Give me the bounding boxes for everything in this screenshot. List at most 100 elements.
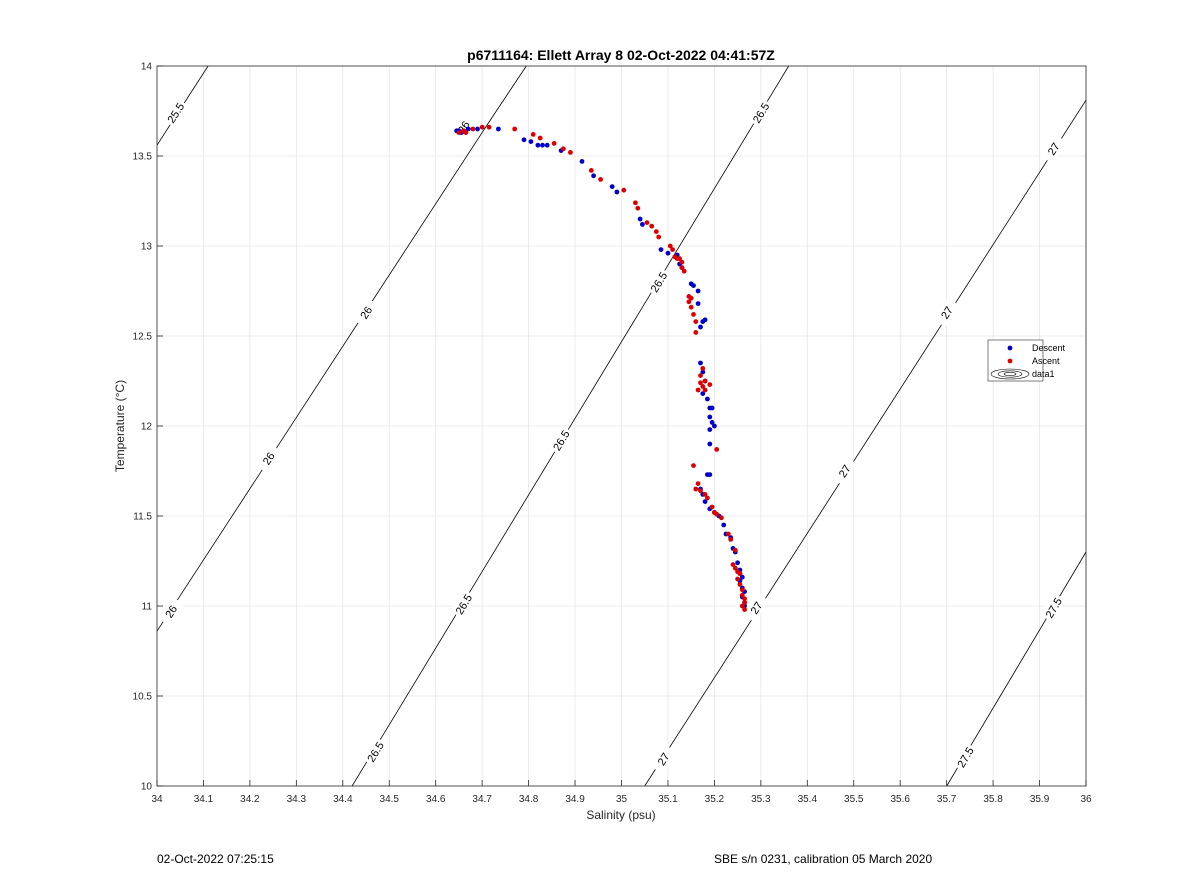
y-tick-label: 10.5	[133, 692, 153, 703]
point-descent	[707, 472, 713, 477]
point-ascent	[702, 492, 708, 497]
x-tick-label: 34.4	[333, 794, 353, 805]
point-ascent	[688, 295, 694, 301]
legend-label-ascent: Ascent	[1032, 356, 1060, 366]
point-ascent	[670, 247, 675, 253]
point-descent	[695, 288, 701, 294]
contour-label-bg	[548, 425, 574, 456]
x-tick-label: 35.5	[844, 794, 864, 805]
point-ascent	[635, 205, 641, 211]
point-ascent	[698, 380, 703, 386]
point-ascent	[732, 547, 738, 553]
chart-title: p6711164: Ellett Array 8 02-Oct-2022 04:…	[467, 47, 775, 63]
point-ascent	[693, 486, 699, 492]
point-ascent	[739, 603, 745, 609]
contour-label-bg	[450, 112, 477, 142]
x-tick-label: 34.9	[565, 794, 585, 805]
contour-label-bg	[362, 737, 389, 767]
x-tick-label: 36	[1080, 794, 1092, 805]
point-descent	[658, 247, 664, 253]
x-tick-label: 35.4	[798, 794, 818, 805]
x-tick-label: 35.1	[658, 794, 678, 805]
point-ascent	[537, 135, 543, 141]
point-ascent	[725, 531, 731, 537]
point-descent	[475, 126, 480, 132]
x-tick-label: 35.8	[983, 794, 1003, 805]
contour-line	[644, 99, 1087, 787]
x-tick-label: 34.7	[472, 794, 492, 805]
point-descent	[665, 250, 671, 256]
point-ascent	[714, 447, 720, 452]
point-ascent	[681, 268, 687, 274]
point-ascent	[739, 592, 745, 598]
point-descent	[702, 317, 708, 323]
point-descent	[700, 369, 706, 375]
point-ascent	[691, 463, 696, 468]
point-ascent	[693, 319, 699, 324]
legend-box	[987, 339, 1044, 382]
point-descent	[698, 324, 703, 330]
point-descent	[637, 216, 643, 222]
y-tick-label: 14	[141, 62, 153, 73]
point-descent	[709, 420, 715, 425]
x-axis-label: Salinity (psu)	[586, 808, 655, 822]
point-ascent	[742, 600, 747, 605]
point-ascent	[695, 481, 701, 486]
x-tick-label: 35.2	[705, 794, 725, 805]
point-ascent	[688, 304, 694, 310]
point-ascent	[667, 243, 673, 249]
footer-calibration: SBE s/n 0231, calibration 05 March 2020	[714, 852, 933, 866]
contour-label: 26	[163, 604, 180, 621]
point-descent	[496, 126, 501, 132]
point-descent	[721, 522, 727, 528]
footer-timestamp: 02-Oct-2022 07:25:15	[157, 852, 274, 866]
contour-label: 27	[939, 305, 956, 322]
contour-label-bg	[650, 744, 677, 774]
point-ascent	[730, 562, 736, 567]
point-descent	[609, 184, 615, 190]
point-ascent	[707, 382, 713, 387]
point-descent	[695, 301, 701, 306]
contour-label: 26	[261, 451, 278, 468]
contour-label: 26	[358, 305, 375, 322]
contour-label-bg	[450, 589, 477, 619]
contour-label-bg	[162, 98, 189, 128]
point-ascent	[561, 146, 566, 152]
point-ascent	[463, 130, 469, 136]
x-tick-label: 34.8	[519, 794, 539, 805]
point-ascent	[679, 265, 685, 270]
contour-label-bg	[1040, 593, 1067, 623]
point-ascent	[700, 366, 706, 371]
y-tick-label: 11	[142, 602, 153, 613]
point-descent	[579, 159, 585, 164]
contour-label-bg	[353, 297, 379, 328]
point-ascent	[456, 130, 462, 136]
point-descent	[691, 283, 696, 288]
x-tick-label: 34.3	[287, 794, 307, 805]
point-ascent	[568, 150, 573, 155]
point-ascent	[588, 168, 594, 173]
point-ascent	[732, 565, 738, 571]
point-ascent	[679, 259, 685, 265]
x-tick-label: 34	[151, 794, 163, 805]
contour-label-bg	[831, 456, 858, 486]
contour-label-bg	[933, 297, 960, 328]
contour-label-bg	[255, 443, 282, 474]
point-descent	[465, 126, 471, 132]
point-ascent	[695, 387, 701, 393]
contour-label-bg	[743, 593, 770, 623]
point-descent	[640, 222, 645, 227]
point-ascent	[693, 330, 699, 335]
point-ascent	[653, 229, 659, 235]
point-ascent	[512, 126, 518, 132]
point-descent	[698, 360, 703, 366]
point-ascent	[702, 378, 708, 384]
y-tick-label: 11.5	[133, 512, 152, 523]
contour-label-bg	[952, 742, 978, 772]
point-descent	[544, 142, 550, 148]
x-tick-label: 35.3	[751, 794, 771, 805]
point-descent	[591, 173, 596, 179]
point-ascent	[709, 504, 715, 510]
y-axis-label: Temperature (°C)	[113, 380, 127, 472]
point-ascent	[644, 220, 650, 226]
